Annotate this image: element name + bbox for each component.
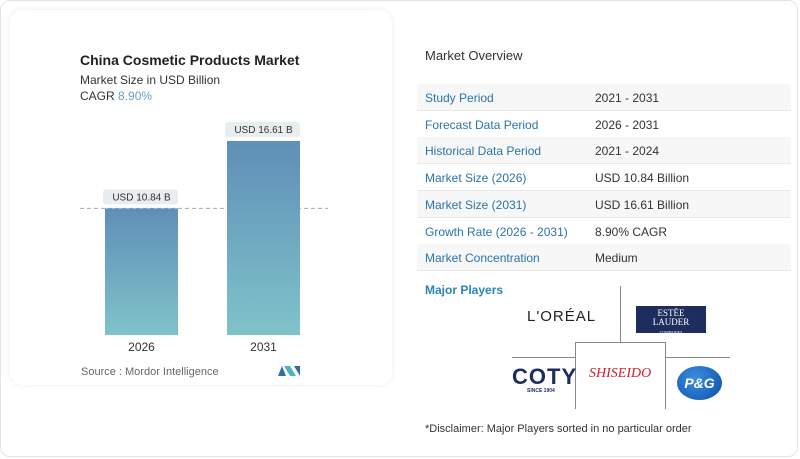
data-label: USD 16.61 B bbox=[234, 125, 293, 136]
row-label: Historical Data Period bbox=[425, 144, 542, 159]
cagr-value: 8.90% bbox=[118, 89, 153, 103]
bar-2026 bbox=[105, 208, 178, 335]
coty-since: SINCE 1904 bbox=[527, 388, 555, 394]
row-label: Forecast Data Period bbox=[425, 117, 539, 132]
loreal-logo: L'ORÉAL bbox=[527, 308, 597, 325]
row-label: Market Concentration bbox=[425, 251, 540, 266]
x-tick-label: 2026 bbox=[128, 340, 155, 354]
row-value: USD 16.61 Billion bbox=[595, 197, 690, 212]
chart-card bbox=[10, 10, 392, 385]
row-value: 2021 - 2024 bbox=[595, 144, 660, 159]
overview-title: Market Overview bbox=[425, 48, 523, 63]
row-label: Growth Rate (2026 - 2031) bbox=[425, 224, 568, 239]
overview-row: Market Concentration Medium bbox=[417, 244, 791, 272]
row-label: Market Size (2026) bbox=[425, 171, 527, 186]
data-label-bg bbox=[103, 189, 178, 205]
divider bbox=[512, 357, 575, 358]
bar-2031 bbox=[227, 141, 300, 335]
row-value: 2026 - 2031 bbox=[595, 117, 660, 132]
coty-logo: COTY bbox=[512, 364, 578, 389]
divider bbox=[665, 357, 730, 358]
overview-row: Historical Data Period 2021 - 2024 bbox=[417, 137, 791, 165]
overview-row: Growth Rate (2026 - 2031) 8.90% CAGR bbox=[417, 217, 791, 245]
divider bbox=[620, 286, 621, 342]
x-tick-label: 2031 bbox=[250, 340, 277, 354]
row-label: Study Period bbox=[425, 91, 494, 105]
overview-row: Market Size (2026) USD 10.84 Billion bbox=[417, 164, 791, 192]
cagr: CAGR 8.90% bbox=[80, 89, 152, 103]
logo-box bbox=[575, 342, 666, 409]
shiseido-logo: SHISEIDO bbox=[589, 366, 652, 381]
data-label: USD 10.84 B bbox=[112, 192, 171, 203]
chart-subtitle: Market Size in USD Billion bbox=[80, 73, 221, 87]
cagr-label: CAGR bbox=[80, 89, 115, 103]
row-label: Market Size (2031) bbox=[425, 197, 527, 212]
bar-chart: USD 10.84 B 2026 USD 16.61 B 2031 bbox=[80, 122, 328, 354]
row-value: 8.90% CAGR bbox=[595, 224, 668, 239]
row-value: 2021 - 2031 bbox=[595, 91, 660, 105]
overview-row: Study Period 2021 - 2031 bbox=[417, 84, 791, 111]
row-value: Medium bbox=[595, 251, 638, 266]
overview-row: Market Size (2031) USD 16.61 Billion bbox=[417, 190, 791, 218]
players-title: Major Players bbox=[425, 283, 504, 297]
estee-lauder-logo: ESTĒE LAUDER COMPANIES bbox=[636, 306, 706, 335]
pg-logo: P&G bbox=[677, 366, 722, 400]
disclaimer: *Disclaimer: Major Players sorted in no … bbox=[425, 423, 692, 435]
data-label-bg bbox=[225, 122, 300, 137]
overview-row: Forecast Data Period 2026 - 2031 bbox=[417, 110, 791, 138]
chart-title: China Cosmetic Products Market bbox=[80, 52, 300, 68]
row-value: USD 10.84 Billion bbox=[595, 171, 690, 186]
source-text: Source : Mordor Intelligence bbox=[81, 366, 219, 378]
